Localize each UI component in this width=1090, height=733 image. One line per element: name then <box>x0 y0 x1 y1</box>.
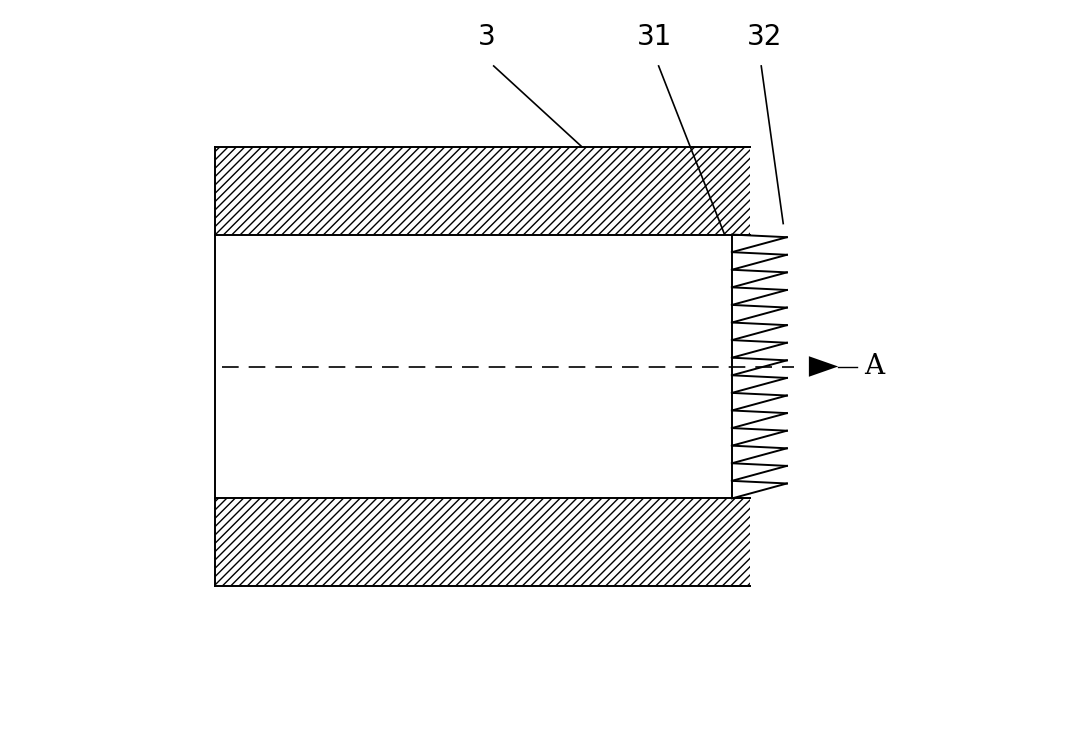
Text: 3: 3 <box>477 23 495 51</box>
Text: A: A <box>864 353 884 380</box>
Text: 32: 32 <box>748 23 783 51</box>
Text: 31: 31 <box>638 23 673 51</box>
FancyArrow shape <box>801 356 838 377</box>
Bar <box>215 498 750 586</box>
Bar <box>215 147 750 235</box>
